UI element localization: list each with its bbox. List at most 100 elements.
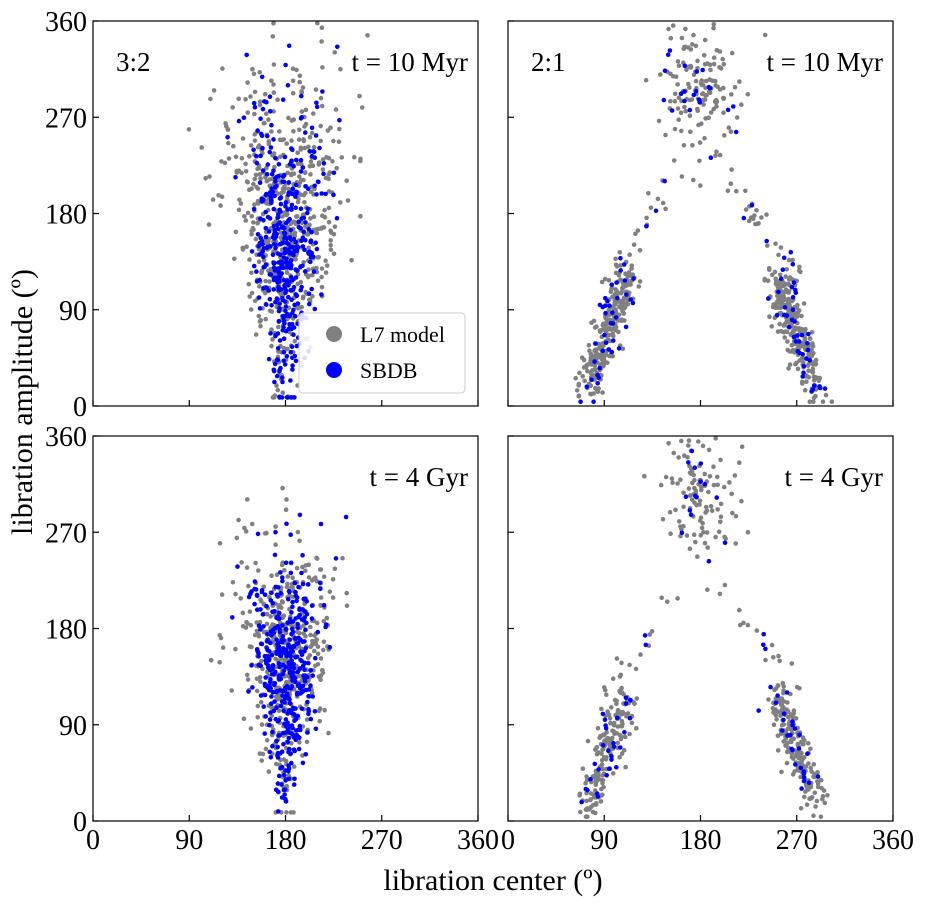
l7-model-point bbox=[765, 243, 770, 248]
sbdb-point bbox=[280, 297, 286, 303]
l7-model-point bbox=[775, 733, 781, 739]
sbdb-point bbox=[812, 383, 817, 389]
sbdb-point bbox=[265, 685, 270, 691]
l7-model-point bbox=[302, 200, 307, 205]
sbdb-point bbox=[319, 191, 325, 196]
l7-model-point bbox=[326, 205, 332, 211]
l7-model-point bbox=[599, 762, 605, 768]
sbdb-point bbox=[297, 735, 302, 741]
sbdb-point bbox=[296, 219, 301, 225]
sbdb-point bbox=[263, 658, 269, 663]
sbdb-point bbox=[291, 782, 297, 787]
l7-model-point bbox=[729, 167, 734, 172]
sbdb-point bbox=[682, 63, 688, 69]
sbdb-point bbox=[280, 264, 285, 270]
sbdb-point bbox=[276, 162, 282, 167]
l7-model-point bbox=[226, 156, 232, 161]
y-tick-label: 90 bbox=[59, 296, 87, 327]
sbdb-point bbox=[271, 287, 277, 292]
sbdb-point bbox=[269, 200, 274, 206]
l7-model-point bbox=[327, 170, 333, 175]
l7-model-point bbox=[804, 802, 810, 807]
sbdb-point bbox=[295, 301, 301, 306]
l7-model-point bbox=[251, 71, 257, 77]
l7-model-point bbox=[809, 330, 815, 335]
l7-model-point bbox=[617, 304, 622, 310]
l7-model-point bbox=[704, 508, 710, 513]
sbdb-point bbox=[286, 43, 292, 49]
l7-model-point bbox=[663, 474, 669, 480]
l7-model-point bbox=[733, 513, 739, 519]
sbdb-point bbox=[310, 694, 316, 699]
sbdb-point bbox=[801, 363, 807, 369]
l7-model-point bbox=[794, 305, 799, 311]
sbdb-point bbox=[596, 767, 601, 772]
sbdb-point bbox=[291, 663, 296, 669]
sbdb-point bbox=[273, 245, 278, 251]
l7-model-point bbox=[264, 200, 269, 206]
sbdb-point bbox=[283, 204, 288, 209]
sbdb-point bbox=[258, 235, 264, 241]
y-tick-label: 360 bbox=[45, 422, 87, 453]
sbdb-point bbox=[268, 701, 274, 706]
l7-model-point bbox=[759, 215, 764, 220]
l7-model-point bbox=[593, 772, 599, 777]
sbdb-point bbox=[267, 722, 272, 728]
legend-label: L7 model bbox=[360, 322, 445, 347]
l7-model-point bbox=[798, 753, 803, 758]
l7-model-point bbox=[741, 620, 746, 626]
sbdb-point bbox=[314, 100, 319, 106]
l7-model-point bbox=[251, 220, 256, 225]
l7-model-point bbox=[610, 676, 616, 681]
l7-model-point bbox=[319, 25, 325, 31]
sbdb-point bbox=[277, 610, 282, 616]
l7-model-point bbox=[676, 63, 682, 68]
l7-model-point bbox=[357, 93, 362, 99]
sbdb-point bbox=[276, 308, 282, 314]
sbdb-point bbox=[277, 627, 282, 632]
l7-model-point bbox=[829, 399, 835, 405]
l7-model-point bbox=[298, 147, 304, 152]
sbdb-point bbox=[264, 285, 269, 291]
l7-model-point bbox=[268, 614, 274, 619]
l7-model-point bbox=[820, 399, 826, 405]
sbdb-point bbox=[298, 169, 304, 174]
sbdb-point bbox=[289, 146, 294, 151]
sbdb-point bbox=[258, 153, 263, 159]
sbdb-point bbox=[285, 683, 290, 689]
l7-model-point bbox=[786, 722, 791, 727]
l7-model-point bbox=[311, 214, 317, 219]
l7-model-point bbox=[328, 242, 334, 248]
l7-model-point bbox=[297, 174, 302, 179]
l7-model-point bbox=[252, 202, 257, 207]
sbdb-point bbox=[687, 508, 693, 513]
l7-model-point bbox=[310, 272, 315, 278]
l7-model-point bbox=[330, 577, 336, 582]
sbdb-point bbox=[815, 774, 821, 779]
l7-model-point bbox=[338, 200, 343, 205]
l7-model-point bbox=[702, 37, 708, 43]
sbdb-point bbox=[306, 226, 312, 232]
l7-model-point bbox=[678, 110, 684, 115]
l7-model-point bbox=[711, 55, 717, 60]
l7-model-point bbox=[302, 145, 308, 151]
sbdb-point bbox=[311, 269, 317, 274]
sbdb-point bbox=[279, 699, 285, 704]
l7-model-point bbox=[630, 272, 636, 278]
sbdb-point bbox=[691, 92, 697, 98]
l7-model-point bbox=[708, 110, 714, 115]
sbdb-point bbox=[692, 465, 698, 471]
sbdb-point bbox=[263, 192, 269, 198]
sbdb-point bbox=[282, 283, 288, 288]
l7-model-point bbox=[236, 207, 242, 213]
l7-model-point bbox=[317, 718, 323, 724]
sbdb-point bbox=[302, 269, 308, 274]
l7-model-point bbox=[301, 137, 306, 142]
l7-model-point bbox=[713, 153, 718, 159]
l7-model-point bbox=[626, 270, 632, 275]
sbdb-point bbox=[602, 332, 607, 338]
l7-model-point bbox=[344, 590, 350, 596]
l7-model-point bbox=[802, 755, 807, 760]
sbdb-point bbox=[292, 776, 297, 782]
